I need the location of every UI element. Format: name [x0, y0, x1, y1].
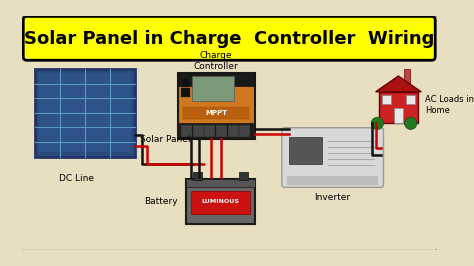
Polygon shape — [375, 76, 421, 92]
Bar — [228, 125, 238, 137]
Bar — [191, 76, 234, 101]
Text: Solar Panel in Charge  Controller  Wiring: Solar Panel in Charge Controller Wiring — [24, 30, 435, 48]
FancyBboxPatch shape — [20, 15, 439, 251]
Circle shape — [371, 117, 383, 130]
Text: MPPT: MPPT — [205, 110, 227, 116]
Bar — [191, 191, 250, 214]
Text: Battery: Battery — [144, 197, 178, 206]
Text: DC Line: DC Line — [59, 174, 94, 183]
Text: LUMINOUS: LUMINOUS — [201, 199, 239, 204]
Bar — [404, 69, 410, 86]
Bar — [193, 172, 202, 180]
Bar — [183, 107, 249, 119]
Circle shape — [404, 117, 417, 130]
Bar — [204, 125, 215, 137]
Bar — [216, 125, 227, 137]
Text: Inverter: Inverter — [315, 193, 351, 202]
Bar — [179, 123, 253, 139]
Bar — [181, 125, 192, 137]
Bar — [178, 73, 255, 86]
Bar — [289, 137, 322, 164]
Bar — [239, 125, 250, 137]
Bar — [394, 107, 403, 123]
Bar — [35, 69, 136, 157]
Bar — [186, 178, 255, 224]
Bar — [382, 95, 391, 104]
Bar — [239, 172, 247, 180]
Bar — [39, 73, 131, 152]
FancyBboxPatch shape — [282, 128, 383, 187]
Bar — [406, 95, 415, 104]
Bar — [181, 88, 190, 97]
Bar — [379, 92, 418, 123]
Bar — [186, 178, 255, 187]
Bar — [181, 78, 190, 86]
Text: AC Loads in
Home: AC Loads in Home — [425, 95, 474, 115]
Bar — [193, 125, 203, 137]
Bar — [178, 73, 255, 139]
FancyBboxPatch shape — [23, 16, 435, 60]
Bar — [287, 176, 378, 185]
Text: Solar Panel: Solar Panel — [140, 135, 191, 144]
Text: Charge
Controller: Charge Controller — [194, 51, 238, 71]
